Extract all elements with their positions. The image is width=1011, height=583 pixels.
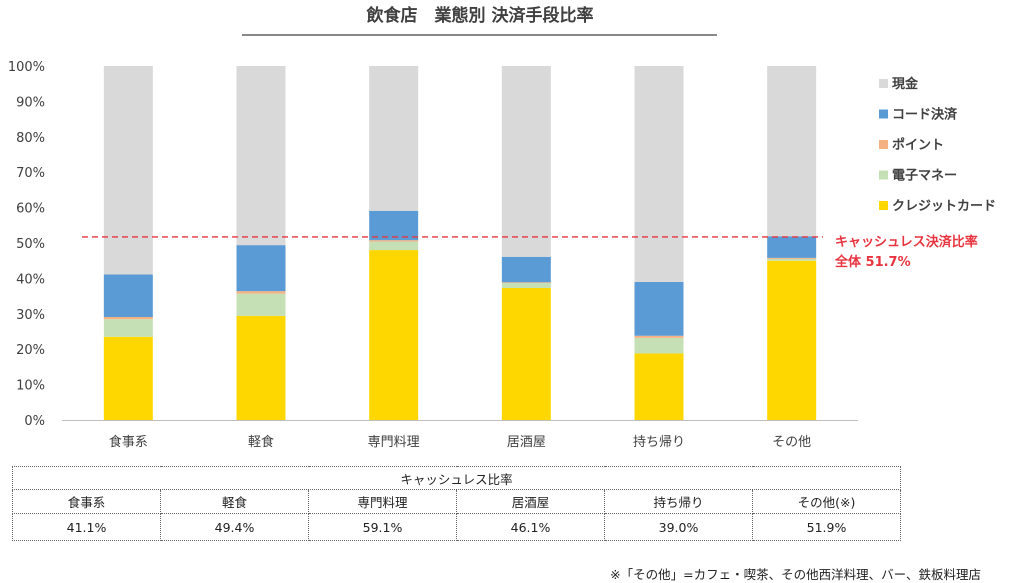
table-header-cell: 居酒屋 bbox=[456, 489, 605, 514]
bar-segment bbox=[501, 287, 551, 420]
bar-segment bbox=[103, 66, 153, 275]
legend-label: クレジットカード bbox=[892, 199, 996, 214]
bar-segment bbox=[634, 335, 684, 338]
bar-segment bbox=[236, 66, 286, 246]
bar-segment bbox=[103, 336, 153, 420]
y-tick-label: 40% bbox=[16, 272, 45, 287]
table-header-cell: 軽食 bbox=[160, 489, 309, 514]
bar-segment bbox=[634, 281, 684, 336]
bar-segment bbox=[634, 353, 684, 420]
chart-title: 飲食店 業態別 決済手段比率 bbox=[366, 5, 594, 26]
table-header-cell: 専門料理 bbox=[308, 489, 457, 514]
bar-segment bbox=[236, 291, 286, 294]
y-tick-label: 90% bbox=[16, 95, 45, 110]
y-tick-label: 80% bbox=[16, 131, 45, 146]
footnote: ※「その他」=カフェ・喫茶、その他西洋料理、バー、鉄板料理店 bbox=[610, 567, 981, 582]
bar-segment bbox=[501, 66, 551, 257]
legend-label: コード決済 bbox=[892, 107, 958, 123]
x-tick-label: 軽食 bbox=[248, 434, 274, 450]
legend-swatch bbox=[879, 79, 888, 88]
bar-segment bbox=[369, 66, 419, 211]
bar-segment bbox=[634, 337, 684, 354]
legend-label: ポイント bbox=[892, 137, 944, 153]
legend-swatch bbox=[879, 170, 888, 180]
y-axis-ticks: 0% 10% 20% 30% 40% 50% 60% 70% 80% 90% 100% bbox=[8, 60, 45, 429]
bar-segment bbox=[103, 274, 153, 317]
y-tick-label: 0% bbox=[24, 414, 45, 429]
x-tick-label: 持ち帰り bbox=[633, 434, 685, 450]
table-value-cell: 39.0% bbox=[604, 513, 753, 541]
bar-segment bbox=[501, 282, 551, 284]
bar-segment bbox=[103, 319, 153, 337]
table-value-cell: 59.1% bbox=[308, 513, 457, 541]
table-value-cell: 51.9% bbox=[752, 513, 901, 541]
table-value-cell: 46.1% bbox=[456, 513, 605, 541]
reference-value-label: 全体 51.7% bbox=[834, 254, 911, 270]
table-header-cell: 持ち帰り bbox=[604, 489, 753, 514]
stacked-bar-chart: 飲食店 業態別 決済手段比率 0% 10% 20% 30% 40% 50% 60% 70% 80… bbox=[8, 5, 996, 450]
cashless-ratio-table: キャッシュレス比率 食事系 軽食 専門料理 居酒屋 持ち帰り その他(※) 41… bbox=[12, 466, 901, 541]
bar-segment bbox=[501, 256, 551, 283]
bar-segment bbox=[634, 66, 684, 282]
bar-segment bbox=[767, 260, 817, 420]
bar-segment bbox=[767, 236, 817, 258]
table-value-cell: 41.1% bbox=[12, 513, 161, 541]
bar-segment bbox=[236, 315, 286, 420]
bar-segment bbox=[767, 66, 817, 237]
bar-segment bbox=[369, 250, 419, 420]
x-tick-label: 食事系 bbox=[109, 434, 148, 450]
legend-label: 電子マネー bbox=[892, 169, 957, 184]
bar-segment bbox=[767, 257, 817, 259]
legend-swatch bbox=[879, 140, 888, 149]
bar-segment bbox=[501, 283, 551, 288]
reference-label: キャッシュレス決済比率 bbox=[835, 234, 978, 250]
y-tick-label: 30% bbox=[16, 308, 45, 323]
y-tick-label: 20% bbox=[16, 343, 45, 358]
y-tick-label: 70% bbox=[16, 166, 45, 181]
x-tick-label: 居酒屋 bbox=[507, 435, 546, 450]
bar-segment bbox=[236, 293, 286, 316]
legend-swatch bbox=[879, 109, 888, 119]
bar-segment bbox=[236, 245, 286, 292]
bar-segment bbox=[767, 258, 817, 261]
table-caption: キャッシュレス比率 bbox=[12, 466, 901, 490]
bars bbox=[103, 66, 817, 420]
table-header-cell: その他(※) bbox=[752, 489, 901, 514]
table-header-cell: 食事系 bbox=[12, 489, 161, 514]
table-value-cell: 49.4% bbox=[160, 513, 309, 541]
x-tick-label: その他 bbox=[772, 435, 811, 450]
y-tick-label: 50% bbox=[16, 237, 45, 252]
bar-segment bbox=[369, 210, 419, 241]
legend-swatch bbox=[879, 201, 888, 210]
y-tick-label: 10% bbox=[16, 379, 45, 394]
bar-segment bbox=[103, 316, 153, 320]
x-tick-label: 専門料理 bbox=[368, 435, 420, 450]
legend-label: 現金 bbox=[892, 76, 919, 92]
bar-segment bbox=[369, 240, 419, 242]
y-tick-label: 60% bbox=[16, 202, 45, 217]
y-tick-label: 100% bbox=[8, 60, 45, 75]
bar-segment bbox=[369, 241, 419, 251]
x-axis-labels: 食事系 軽食 専門料理 居酒屋 持ち帰り その他 bbox=[109, 434, 811, 450]
